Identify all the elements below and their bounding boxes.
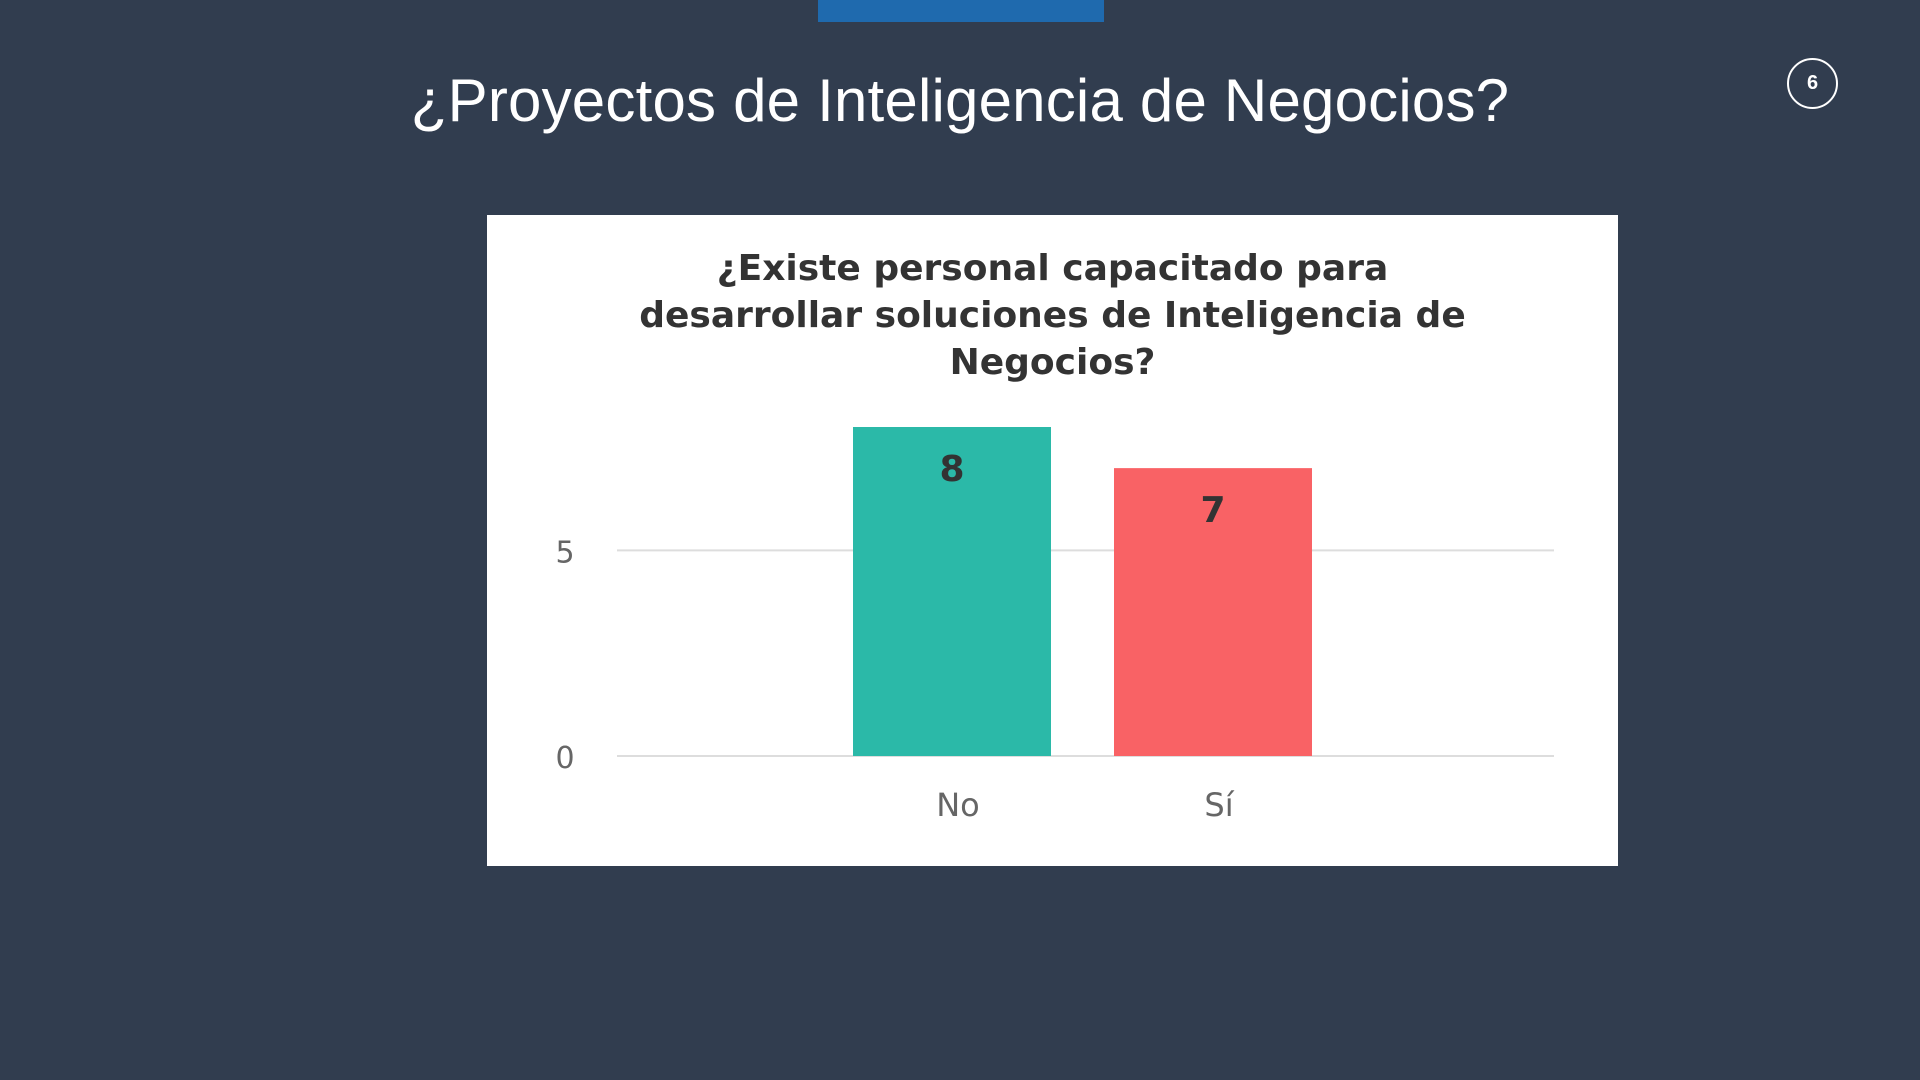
- x-tick-label: Sí: [1204, 786, 1234, 824]
- data-label: 7: [1200, 490, 1225, 531]
- chart-title: ¿Existe personal capacitado para desarro…: [487, 245, 1618, 386]
- chart-title-line: desarrollar soluciones de Inteligencia d…: [639, 295, 1466, 336]
- data-label: 8: [939, 449, 964, 490]
- chart-title-line: Negocios?: [949, 342, 1156, 383]
- page-number-badge: 6: [1787, 58, 1838, 109]
- bar: [853, 427, 1051, 756]
- bar: [1114, 468, 1312, 756]
- y-tick-label: 0: [555, 741, 574, 776]
- y-tick-label: 5: [555, 535, 574, 570]
- x-tick-label: No: [936, 786, 980, 824]
- top-accent-bar: [818, 0, 1104, 22]
- chart-title-line: ¿Existe personal capacitado para: [716, 248, 1389, 289]
- bar-chart-plot: 0 5 8 No 7 Sí: [555, 427, 1554, 824]
- slide-title: ¿Proyectos de Inteligencia de Negocios?: [410, 67, 1510, 134]
- chart-panel: ¿Existe personal capacitado para desarro…: [487, 215, 1618, 866]
